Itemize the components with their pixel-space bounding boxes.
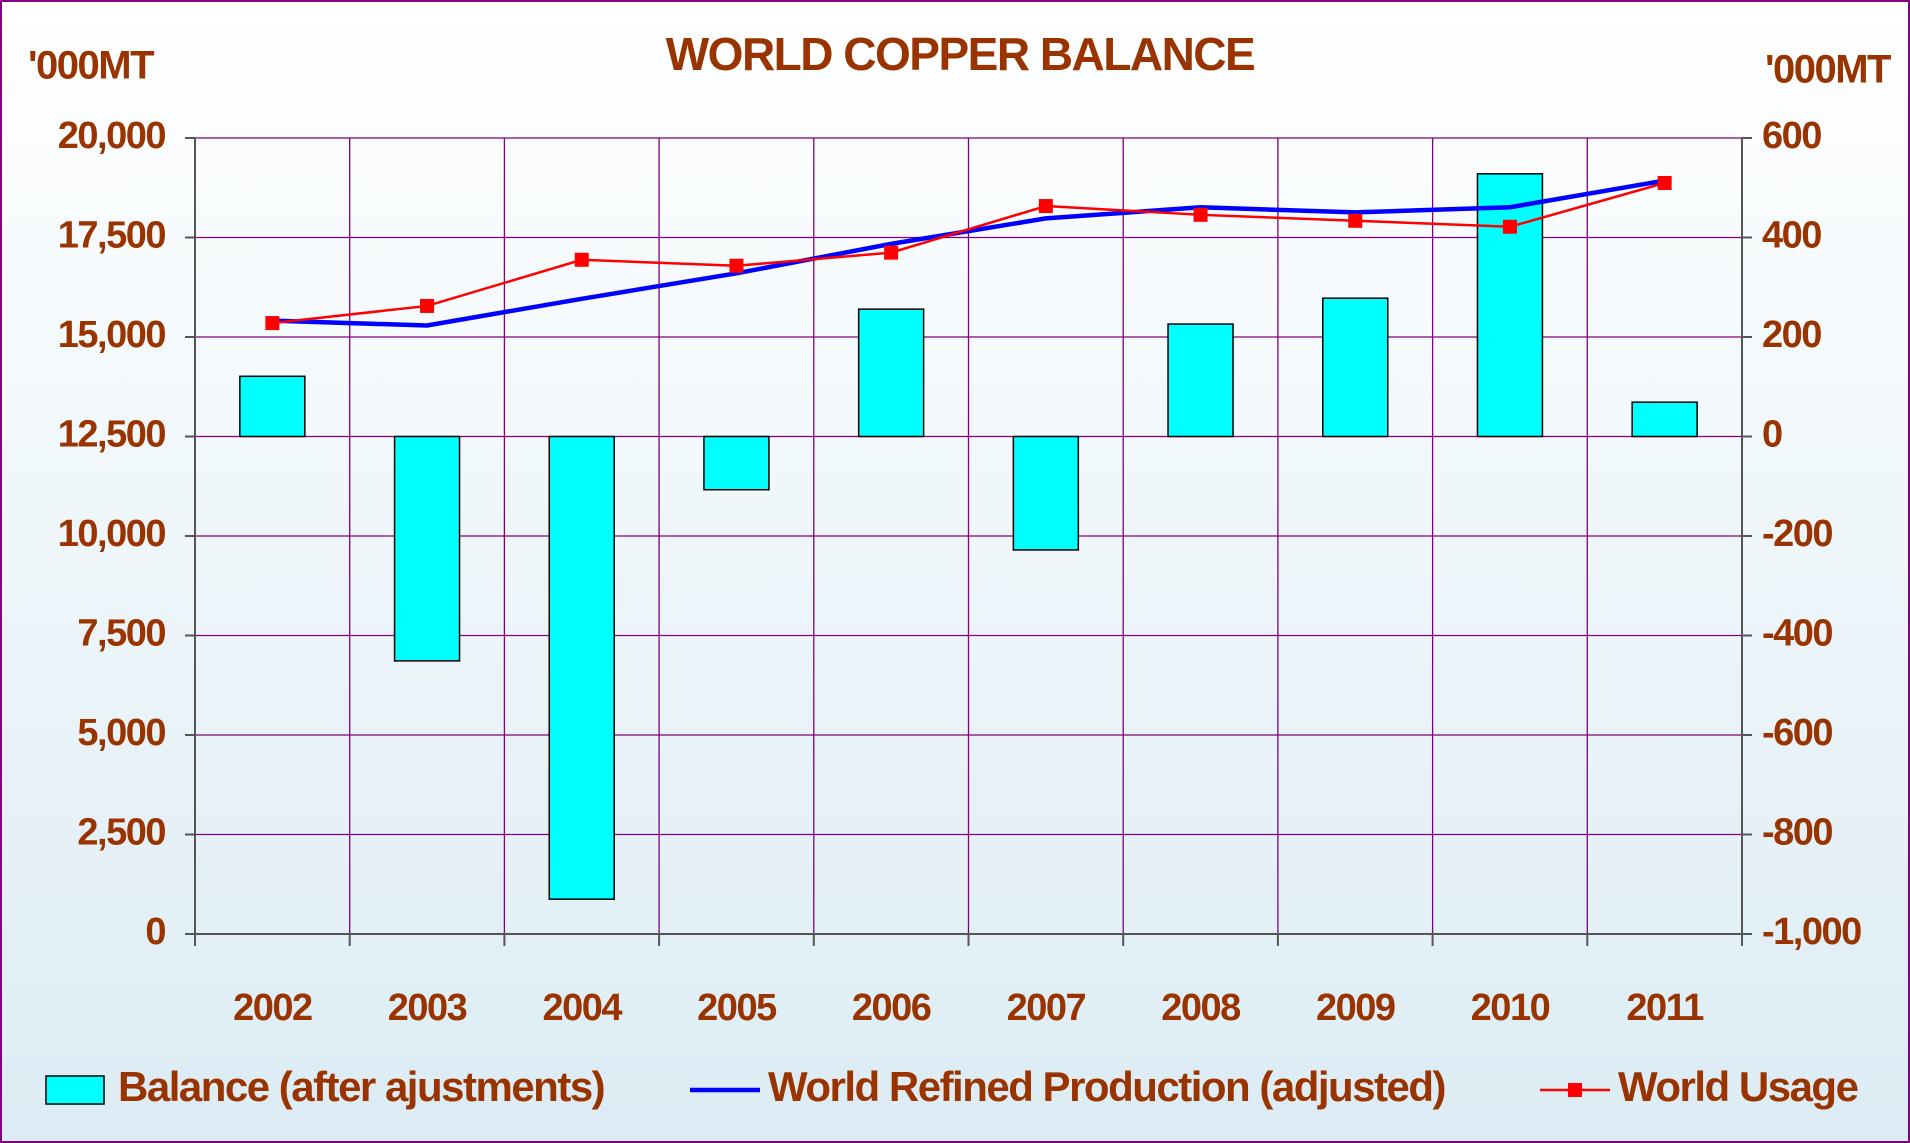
bar (393, 435, 461, 662)
y-tick-label: 5,000 (77, 712, 165, 754)
y-tick-label: 2,500 (77, 812, 165, 854)
y-axis-label: '000MT (28, 44, 154, 88)
marker (1193, 207, 1208, 222)
legend-swatch (45, 1075, 105, 1105)
y2-tick-label: -600 (1762, 712, 1832, 754)
x-tick-label: 2009 (1316, 987, 1395, 1029)
y2-tick-label: -1,000 (1762, 911, 1861, 953)
x-tick-label: 2008 (1161, 987, 1240, 1029)
bar (239, 375, 306, 438)
bar (1012, 435, 1080, 551)
chart-title: WORLD COPPER BALANCE (666, 28, 1254, 80)
y2-tick-label: -200 (1762, 513, 1832, 555)
legend-label: Balance (after ajustments) (118, 1063, 604, 1110)
y-tick-label: 20,000 (58, 115, 166, 157)
marker (884, 245, 899, 260)
y2-axis-label: '000MT (1765, 48, 1891, 92)
bar (1631, 401, 1698, 438)
bar (1476, 173, 1544, 438)
marker (420, 298, 435, 313)
marker (1038, 199, 1053, 214)
legend-label: World Usage (1618, 1063, 1858, 1110)
x-tick-label: 2011 (1626, 987, 1704, 1029)
y-tick-label: 15,000 (58, 314, 166, 356)
y2-tick-label: 200 (1762, 314, 1821, 356)
bar (857, 308, 925, 438)
x-tick-label: 2005 (697, 987, 777, 1029)
y-tick-label: 12,500 (58, 414, 166, 456)
x-tick-label: 2006 (852, 987, 931, 1029)
marker (729, 258, 744, 273)
x-tick-label: 2003 (388, 987, 467, 1029)
bar (703, 435, 770, 491)
bar (1167, 323, 1234, 438)
bar (548, 435, 615, 900)
line (272, 178, 1666, 328)
y2-tick-label: -400 (1762, 613, 1832, 655)
x-tick-label: 2007 (1007, 987, 1086, 1029)
marker (265, 316, 280, 331)
legend-label: World Refined Production (adjusted) (768, 1063, 1445, 1110)
y2-tick-label: 400 (1762, 215, 1821, 257)
x-tick-label: 2002 (233, 987, 312, 1029)
x-tick-label: 2004 (542, 987, 622, 1029)
y-tick-label: 17,500 (58, 215, 166, 257)
marker (1502, 219, 1517, 234)
legend-marker (1568, 1083, 1582, 1097)
line (272, 181, 1665, 325)
marker (574, 252, 589, 267)
y2-tick-label: -800 (1762, 812, 1832, 854)
y-tick-label: 0 (145, 911, 165, 953)
bar (1322, 297, 1389, 438)
y-tick-label: 7,500 (77, 613, 165, 655)
marker (1657, 175, 1672, 190)
y-tick-label: 10,000 (58, 513, 166, 555)
x-tick-label: 2010 (1471, 987, 1550, 1029)
marker (1348, 213, 1363, 228)
y2-tick-label: 600 (1762, 115, 1821, 157)
y2-tick-label: 0 (1762, 414, 1782, 456)
